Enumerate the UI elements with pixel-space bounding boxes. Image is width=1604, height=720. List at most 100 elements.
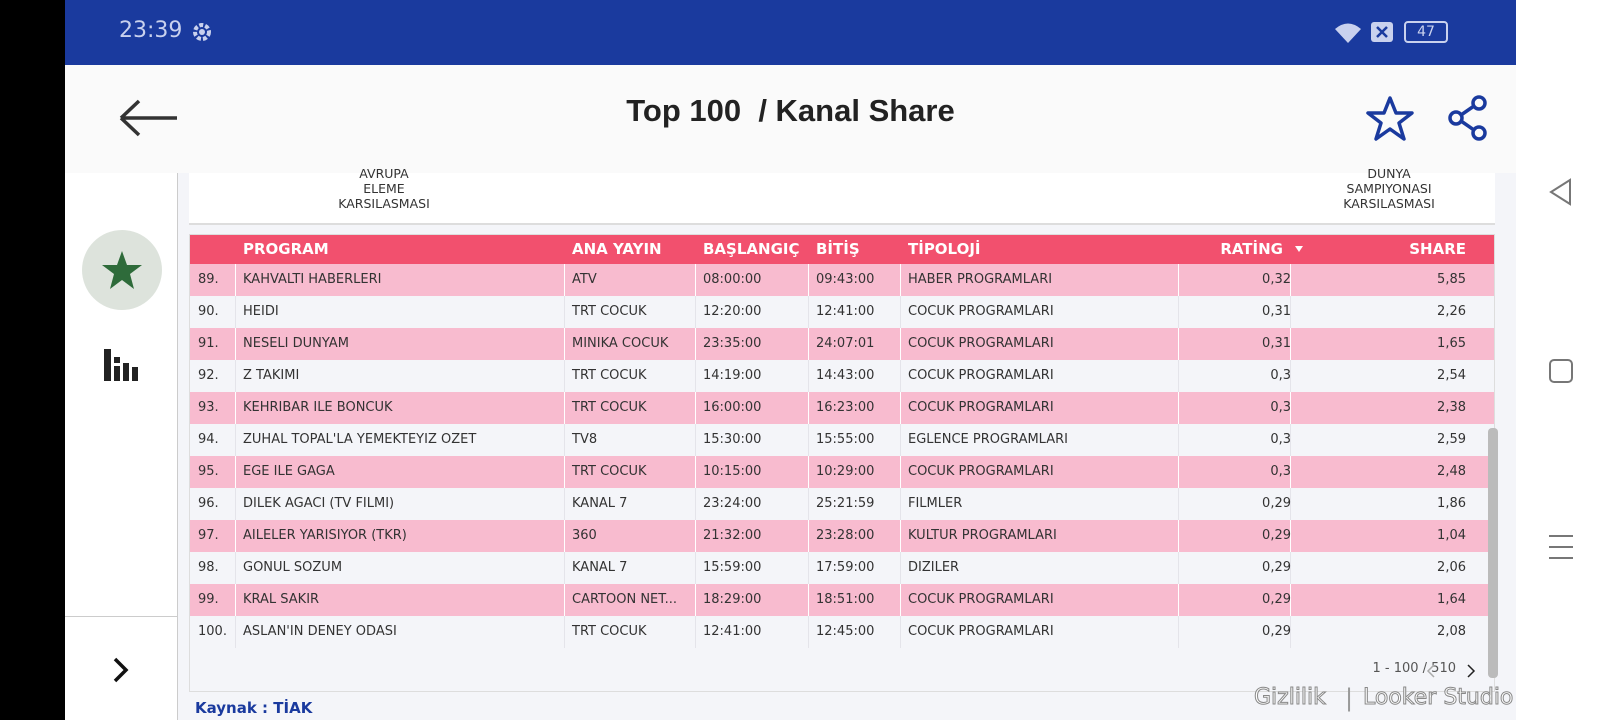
share-button[interactable]: [1447, 95, 1489, 141]
table-cell: 12:20:00: [703, 304, 762, 319]
nav-recent[interactable]: [1548, 533, 1574, 561]
table-cell: 14:19:00: [703, 368, 762, 383]
table-row: 89. KAHVALTI HABERLERI ATV 08:00:00 09:43:00…: [190, 264, 1494, 296]
cell-divider: [564, 616, 565, 648]
table-cell: 10:15:00: [703, 464, 762, 479]
column-header: BİTİŞ: [816, 240, 860, 258]
table-cell: 0,29: [1262, 528, 1291, 543]
brand-link[interactable]: Looker Studio: [1362, 685, 1514, 711]
cell-divider: [235, 552, 236, 584]
cell-divider: [1178, 392, 1179, 424]
cell-divider: [808, 264, 809, 296]
table-cell: 93.: [198, 400, 219, 415]
table-cell: 100.: [198, 624, 227, 639]
banner-left: AVRUPA ELEME KARSILASMASI: [329, 166, 439, 211]
expand-button[interactable]: [111, 656, 131, 684]
reports-tab[interactable]: [104, 349, 138, 381]
cell-divider: [900, 392, 901, 424]
table-cell: 0,29: [1262, 592, 1291, 607]
cell-divider: [235, 584, 236, 616]
table-cell: AILELER YARISIYOR (TKR): [243, 528, 407, 543]
cell-divider: [900, 616, 901, 648]
cell-divider: [1290, 520, 1291, 552]
settings-icon: [193, 23, 211, 41]
cell-divider: [564, 264, 565, 296]
cell-divider: [900, 520, 901, 552]
table-cell: 0,29: [1262, 560, 1291, 575]
table-cell: 14:43:00: [816, 368, 875, 383]
cell-divider: [564, 424, 565, 456]
cell-divider: [808, 424, 809, 456]
banner-text: ELEME: [363, 181, 405, 196]
banner-text: KARSILASMASI: [338, 196, 430, 211]
prev-page[interactable]: [1425, 663, 1437, 679]
table-cell: EGLENCE PROGRAMLARI: [908, 432, 1068, 447]
cell-divider: [900, 328, 901, 360]
table-cell: MINIKA COCUK: [572, 336, 669, 351]
table-cell: 09:43:00: [816, 272, 875, 287]
cell-divider: [564, 584, 565, 616]
table-cell: ZUHAL TOPAL'LA YEMEKTEYIZ OZET: [243, 432, 477, 447]
cell-divider: [695, 296, 696, 328]
cell-divider: [1290, 584, 1291, 616]
table-row: 96. DILEK AGACI (TV FILMI) KANAL 7 23:24:00…: [190, 488, 1494, 520]
cell-divider: [695, 264, 696, 296]
nav-back[interactable]: [1548, 178, 1574, 206]
app-bar: Top 100 / Kanal Share: [65, 65, 1516, 173]
table-cell: 1,04: [1437, 528, 1466, 543]
next-page[interactable]: [1465, 663, 1477, 679]
table-cell: Z TAKIMI: [243, 368, 300, 383]
table-cell: 12:45:00: [816, 624, 875, 639]
table-cell: 1,64: [1437, 592, 1466, 607]
favorites-tab[interactable]: [81, 229, 163, 311]
table-cell: 2,54: [1437, 368, 1466, 383]
table-cell: 23:24:00: [703, 496, 762, 511]
cell-divider: [1290, 552, 1291, 584]
table-cell: 5,85: [1437, 272, 1466, 287]
cell-divider: [900, 584, 901, 616]
table-cell: 0,3: [1270, 432, 1291, 447]
table-cell: 98.: [198, 560, 219, 575]
column-header: SHARE: [1409, 240, 1466, 258]
cell-divider: [695, 456, 696, 488]
cell-divider: [695, 488, 696, 520]
cell-divider: [900, 264, 901, 296]
cell-divider: [1178, 296, 1179, 328]
table-cell: 95.: [198, 464, 219, 479]
cell-divider: [1178, 616, 1179, 648]
table-cell: TV8: [572, 432, 598, 447]
table-cell: 15:59:00: [703, 560, 762, 575]
data-off-icon: [1371, 22, 1393, 42]
table-cell: TRT COCUK: [572, 624, 647, 639]
table-cell: DIZILER: [908, 560, 960, 575]
table-cell: 16:23:00: [816, 400, 875, 415]
table-cell: FILMLER: [908, 496, 963, 511]
table-cell: 16:00:00: [703, 400, 762, 415]
cell-divider: [235, 616, 236, 648]
table-cell: 12:41:00: [703, 624, 762, 639]
cell-divider: [1178, 584, 1179, 616]
banner-text: KARSILASMASI: [1343, 196, 1435, 211]
table-cell: 25:21:59: [816, 496, 875, 511]
cell-divider: [808, 584, 809, 616]
cell-divider: [1178, 456, 1179, 488]
nav-home[interactable]: [1548, 358, 1574, 384]
back-button[interactable]: [117, 98, 179, 138]
table-row: 90. HEIDI TRT COCUK 12:20:00 12:41:00 COCUK P…: [190, 296, 1494, 328]
table-row: 91. NESELI DUNYAM MINIKA COCUK 23:35:00 24:0…: [190, 328, 1494, 360]
cell-divider: [235, 328, 236, 360]
scrollbar[interactable]: [1488, 428, 1498, 678]
cell-divider: [808, 616, 809, 648]
cell-divider: [808, 392, 809, 424]
table-row: 99. KRAL SAKIR CARTOON NET... 18:29:00 18:51…: [190, 584, 1494, 616]
cell-divider: [900, 456, 901, 488]
cell-divider: [235, 392, 236, 424]
table-cell: TRT COCUK: [572, 304, 647, 319]
privacy-link[interactable]: Gizlilik: [1254, 685, 1327, 711]
table-cell: TRT COCUK: [572, 368, 647, 383]
cell-divider: [564, 360, 565, 392]
favorite-button[interactable]: [1365, 95, 1415, 143]
cell-divider: [695, 584, 696, 616]
table-cell: 0,3: [1270, 464, 1291, 479]
table-cell: EGE ILE GAGA: [243, 464, 335, 479]
